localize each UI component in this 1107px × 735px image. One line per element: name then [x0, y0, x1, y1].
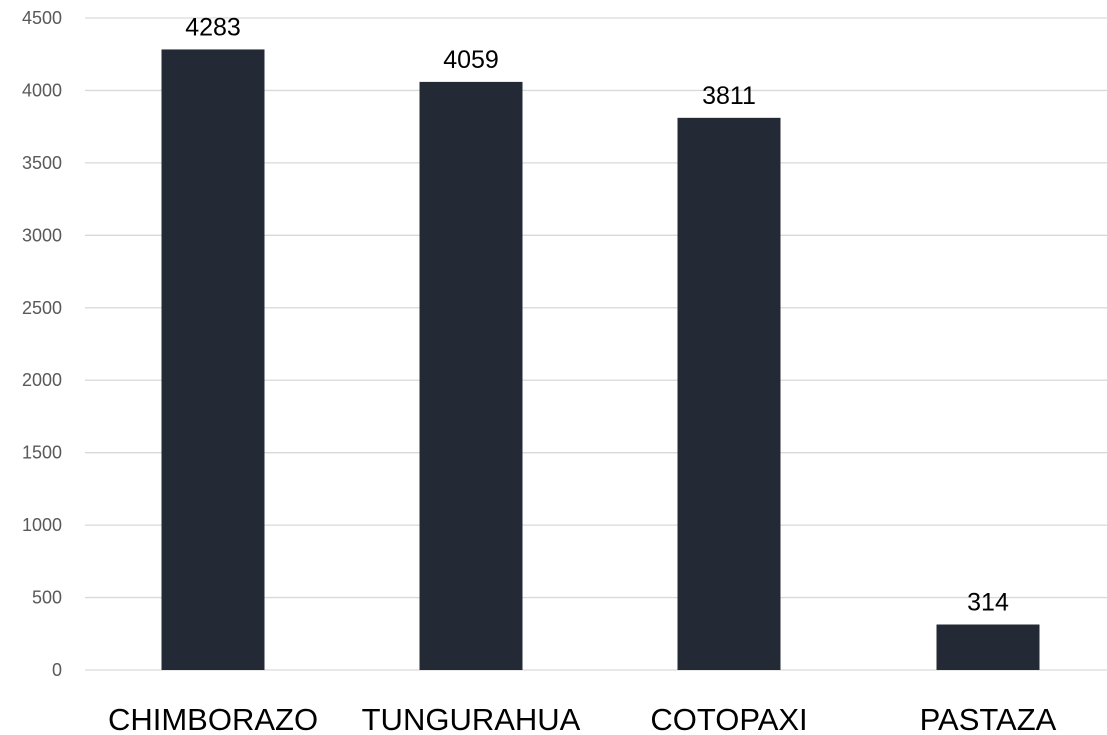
- x-tick-label: TUNGURAHUA: [362, 702, 581, 735]
- data-label: 314: [967, 589, 1009, 617]
- bar: [677, 117, 781, 671]
- y-axis-tick-labels: 0 500 1000 1500 2000 2500 3000 3500 4000 4500: [22, 8, 62, 680]
- data-label: 4283: [185, 13, 241, 41]
- data-label: 4059: [443, 46, 499, 74]
- x-axis-tick-labels: CHIMBORAZO TUNGURAHUA COTOPAXI PASTAZA: [108, 702, 1057, 735]
- y-tick-label: 0: [52, 660, 62, 680]
- y-tick-label: 2000: [22, 370, 62, 390]
- y-tick-label: 1000: [22, 515, 62, 535]
- y-tick-label: 1500: [22, 443, 62, 463]
- bar: [936, 624, 1040, 670]
- data-labels: 4283 4059 3811 314: [185, 13, 1009, 616]
- y-tick-label: 3000: [22, 225, 62, 245]
- y-tick-label: 4000: [22, 80, 62, 100]
- y-tick-label: 500: [32, 588, 62, 608]
- y-tick-label: 3500: [22, 153, 62, 173]
- bar: [419, 81, 523, 670]
- x-tick-label: COTOPAXI: [650, 702, 807, 735]
- x-tick-label: PASTAZA: [920, 702, 1057, 735]
- data-label: 3811: [702, 82, 756, 110]
- bar: [161, 49, 265, 670]
- bars: [161, 49, 1040, 671]
- y-tick-label: 4500: [22, 8, 62, 28]
- x-tick-label: CHIMBORAZO: [108, 702, 318, 735]
- y-tick-label: 2500: [22, 298, 62, 318]
